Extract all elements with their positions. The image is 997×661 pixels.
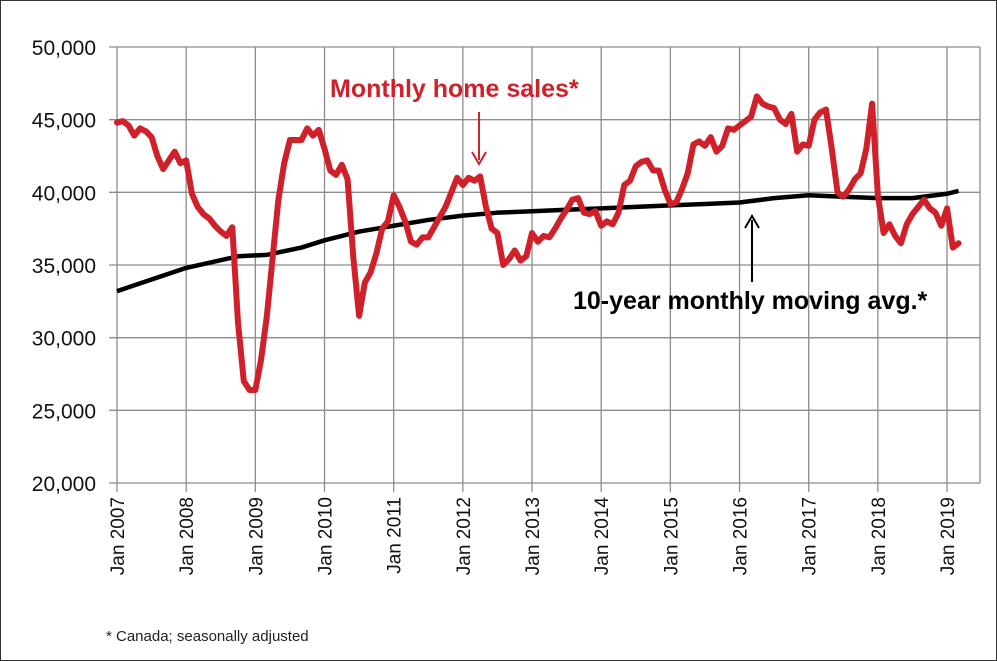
y-tick-label: 35,000 — [32, 255, 96, 278]
x-tick-label: Jan 2010 — [316, 497, 337, 575]
footnote: * Canada; seasonally adjusted — [106, 628, 309, 645]
y-tick-label: 20,000 — [32, 473, 96, 496]
gridlines — [109, 46, 981, 492]
avg-arrow-icon — [744, 214, 760, 282]
sales-annotation: Monthly home sales* — [330, 75, 579, 103]
x-tick-label: Jan 2009 — [246, 497, 267, 575]
y-tick-label: 40,000 — [32, 182, 96, 205]
x-tick-label: Jan 2007 — [108, 497, 129, 575]
x-tick-label: Jan 2008 — [177, 497, 198, 575]
y-tick-label: 45,000 — [32, 110, 96, 133]
x-tick-label: Jan 2019 — [938, 497, 959, 575]
x-tick-label: Jan 2011 — [385, 497, 406, 574]
y-tick-label: 50,000 — [32, 37, 96, 60]
sales-arrow-icon — [471, 112, 487, 166]
x-tick-label: Jan 2018 — [869, 497, 890, 575]
x-tick-label: Jan 2015 — [661, 497, 682, 575]
series-lines — [114, 93, 962, 393]
y-tick-label: 30,000 — [32, 328, 96, 351]
y-tick-label: 25,000 — [32, 400, 96, 423]
x-tick-label: Jan 2013 — [523, 497, 544, 575]
x-axis-ticks: Jan 2007 Jan 2008 Jan 2009 Jan 2010 Jan 2011… — [108, 497, 959, 576]
x-tick-label: Jan 2014 — [592, 497, 613, 576]
x-tick-label: Jan 2012 — [454, 497, 475, 575]
monthly-sales-line — [114, 93, 962, 393]
avg-annotation: 10-year monthly moving avg.* — [573, 287, 928, 315]
x-tick-label: Jan 2017 — [800, 497, 821, 575]
y-axis-ticks: 20,000 25,000 30,000 35,000 40,000 45,000 50,0… — [32, 37, 96, 496]
x-tick-label: Jan 2016 — [731, 497, 752, 575]
